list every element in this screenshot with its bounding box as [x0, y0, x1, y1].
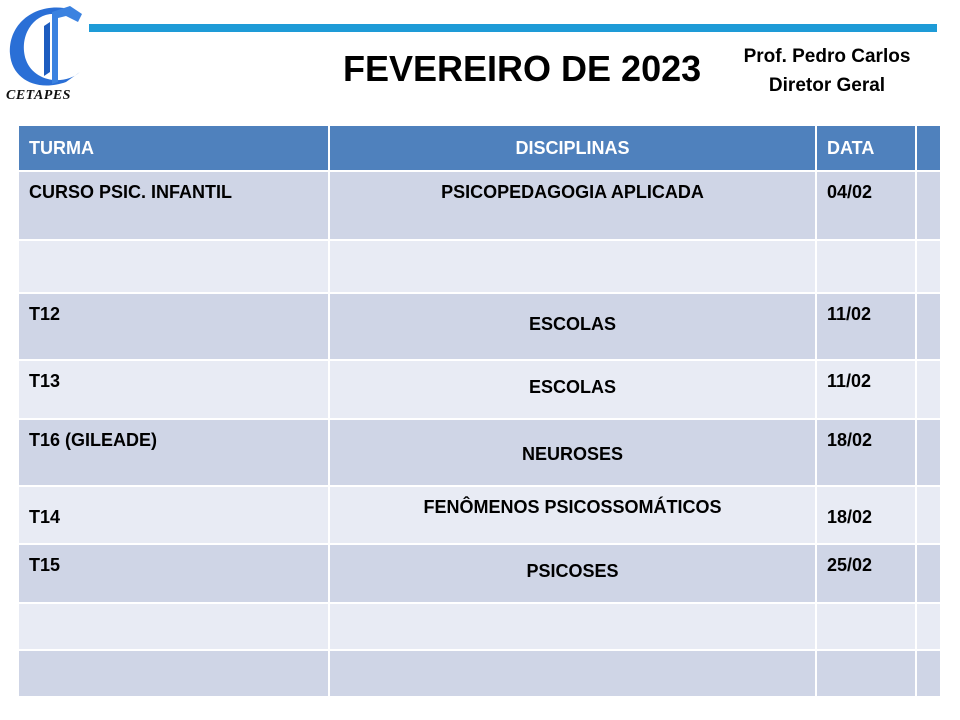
data-cell: 11/02	[816, 293, 917, 361]
author-role: Diretor Geral	[768, 75, 886, 96]
page-title: FEVEREIRO DE 2023	[343, 48, 702, 89]
extra-cell	[916, 544, 942, 604]
disciplina-cell-text: FENÔMENOS PSICOSSOMÁTICOS	[423, 497, 722, 517]
logo-text: CETAPES	[6, 88, 71, 103]
table-header-row: TURMA DISCIPLINAS DATA	[19, 126, 942, 172]
table-row: T16 (GILEADE) NEUROSES 18/02	[19, 419, 942, 487]
extra-cell	[916, 419, 942, 487]
turma-cell-text: T16 (GILEADE)	[29, 430, 158, 450]
turma-cell-text: T14	[29, 507, 61, 527]
disciplina-cell-text: PSICOPEDAGOGIA APLICADA	[441, 182, 704, 202]
table-row: T15 PSICOSES 25/02	[19, 544, 942, 604]
column-header-data: DATA	[816, 126, 917, 172]
data-cell-text: 18/02	[827, 430, 873, 450]
extra-cell	[916, 486, 942, 545]
disciplina-cell-text: NEUROSES	[521, 444, 624, 464]
table-row: T13 ESCOLAS 11/02	[19, 360, 942, 420]
column-header-turma: TURMA	[19, 126, 330, 172]
disciplina-cell: PSICOSES	[329, 544, 817, 604]
disciplina-cell-text: ESCOLAS	[528, 314, 616, 334]
data-cell	[816, 240, 917, 294]
extra-cell	[916, 360, 942, 420]
table-row: CURSO PSIC. INFANTIL PSICOPEDAGOGIA APLIC…	[19, 171, 942, 241]
disciplina-cell	[329, 603, 817, 651]
data-cell: 18/02	[816, 486, 917, 545]
turma-cell	[19, 650, 330, 698]
data-cell: 25/02	[816, 544, 917, 604]
author-block: Prof. Pedro Carlos Diretor Geral	[727, 42, 927, 100]
turma-cell: T12	[19, 293, 330, 361]
header-divider	[89, 24, 937, 32]
table-row	[19, 650, 942, 698]
disciplina-cell: NEUROSES	[329, 419, 817, 487]
turma-cell	[19, 240, 330, 294]
schedule-table: TURMA DISCIPLINAS DATA CURSO PSIC. INFAN…	[19, 126, 942, 698]
data-cell-text: 18/02	[827, 507, 873, 527]
turma-cell: T15	[19, 544, 330, 604]
disciplina-cell	[329, 650, 817, 698]
extra-cell	[916, 603, 942, 651]
turma-cell-text: T15	[29, 555, 61, 575]
disciplina-cell: PSICOPEDAGOGIA APLICADA	[329, 171, 817, 241]
table-row: T14 FENÔMENOS PSICOSSOMÁTICOS 18/02	[19, 486, 942, 545]
cetapes-logo-icon	[9, 6, 82, 86]
extra-cell	[916, 240, 942, 294]
extra-cell	[916, 650, 942, 698]
extra-cell	[916, 293, 942, 361]
author-name: Prof. Pedro Carlos	[743, 46, 911, 67]
extra-cell	[916, 171, 942, 241]
table-row: T12 ESCOLAS 11/02	[19, 293, 942, 361]
turma-cell-text: T12	[29, 304, 61, 324]
disciplina-cell-text: ESCOLAS	[528, 377, 616, 397]
turma-cell	[19, 603, 330, 651]
data-cell: 11/02	[816, 360, 917, 420]
data-cell-text: 25/02	[827, 555, 873, 575]
turma-cell-text: T13	[29, 371, 61, 391]
data-cell-text: 11/02	[827, 371, 872, 391]
data-cell-text: 11/02	[827, 304, 872, 324]
column-header-disciplinas: DISCIPLINAS	[329, 126, 817, 172]
turma-cell-text: CURSO PSIC. INFANTIL	[29, 182, 233, 202]
disciplina-cell-text: PSICOSES	[526, 561, 619, 581]
table-row	[19, 603, 942, 651]
table-row	[19, 240, 942, 294]
column-header-extra	[916, 126, 942, 172]
turma-cell: T13	[19, 360, 330, 420]
data-cell: 18/02	[816, 419, 917, 487]
data-cell: 04/02	[816, 171, 917, 241]
data-cell	[816, 650, 917, 698]
data-cell	[816, 603, 917, 651]
disciplina-cell	[329, 240, 817, 294]
turma-cell: T14	[19, 486, 330, 545]
data-cell-text: 04/02	[827, 182, 873, 202]
turma-cell: CURSO PSIC. INFANTIL	[19, 171, 330, 241]
disciplina-cell: ESCOLAS	[329, 293, 817, 361]
disciplina-cell: FENÔMENOS PSICOSSOMÁTICOS	[329, 486, 817, 545]
disciplina-cell: ESCOLAS	[329, 360, 817, 420]
turma-cell: T16 (GILEADE)	[19, 419, 330, 487]
